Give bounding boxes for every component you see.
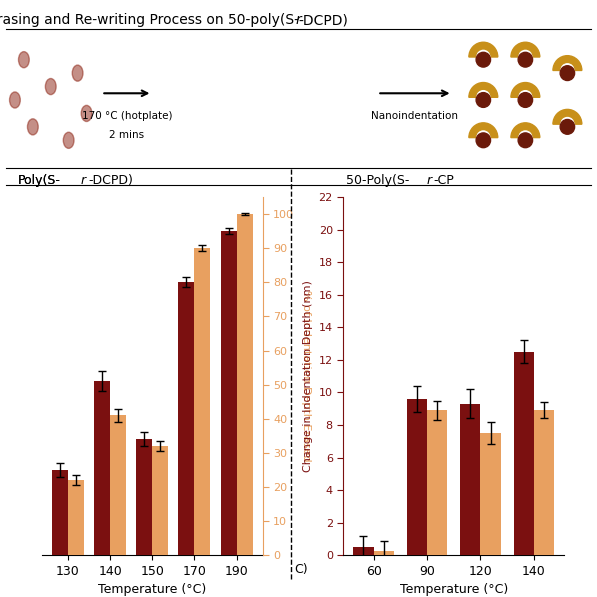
Bar xyxy=(195,248,211,555)
Text: 170 °C (hotplate): 170 °C (hotplate) xyxy=(82,111,172,121)
Circle shape xyxy=(518,53,533,67)
Wedge shape xyxy=(469,123,498,138)
Wedge shape xyxy=(469,42,498,57)
Text: 400 nm: 400 nm xyxy=(281,134,321,144)
Text: Poly(S-: Poly(S- xyxy=(18,174,61,187)
X-axis label: Temperature (°C): Temperature (°C) xyxy=(98,583,207,596)
Bar xyxy=(179,282,195,555)
Circle shape xyxy=(560,66,574,81)
Wedge shape xyxy=(511,82,540,97)
Text: 2 mins: 2 mins xyxy=(109,130,144,140)
Text: r: r xyxy=(81,174,86,187)
Circle shape xyxy=(518,93,533,107)
Bar xyxy=(220,231,236,555)
Text: 50-Poly(S-: 50-Poly(S- xyxy=(346,174,410,187)
Text: r: r xyxy=(296,13,301,27)
Bar xyxy=(152,446,168,555)
Circle shape xyxy=(63,133,74,149)
Bar xyxy=(460,404,481,555)
Circle shape xyxy=(476,53,491,67)
Text: r: r xyxy=(427,174,432,187)
Y-axis label: Change in Indentation Depth (nm): Change in Indentation Depth (nm) xyxy=(303,280,313,472)
Circle shape xyxy=(72,65,83,81)
Wedge shape xyxy=(553,109,582,124)
Bar xyxy=(353,547,374,555)
Circle shape xyxy=(560,119,574,134)
Bar xyxy=(52,470,68,555)
Bar xyxy=(374,551,394,555)
Circle shape xyxy=(45,79,56,95)
Bar xyxy=(481,433,501,555)
Wedge shape xyxy=(511,42,540,57)
Text: -DCPD): -DCPD) xyxy=(298,13,349,27)
Bar xyxy=(236,214,253,555)
X-axis label: Temperature (°C): Temperature (°C) xyxy=(399,583,508,596)
Circle shape xyxy=(81,105,92,122)
Circle shape xyxy=(27,119,38,135)
Bar xyxy=(534,410,554,555)
Bar xyxy=(407,399,427,555)
Wedge shape xyxy=(511,123,540,138)
Text: -CP: -CP xyxy=(433,174,454,187)
Wedge shape xyxy=(469,82,498,97)
Text: Poly(S-: Poly(S- xyxy=(18,174,61,187)
Text: Nanoindentation: Nanoindentation xyxy=(371,111,458,121)
Circle shape xyxy=(10,92,20,108)
Bar xyxy=(68,480,84,555)
Circle shape xyxy=(476,133,491,147)
Bar xyxy=(136,439,152,555)
Wedge shape xyxy=(553,56,582,70)
Bar xyxy=(110,416,126,555)
Text: -DCPD): -DCPD) xyxy=(88,174,133,187)
Text: Erasing and Re-writing Process on 50-poly(S-: Erasing and Re-writing Process on 50-pol… xyxy=(0,13,298,27)
Bar xyxy=(427,410,447,555)
Bar xyxy=(513,352,534,555)
Text: C): C) xyxy=(294,563,308,576)
Bar xyxy=(94,381,110,555)
Circle shape xyxy=(19,52,29,68)
Y-axis label: % of Indentation Depth Erased: % of Indentation Depth Erased xyxy=(301,290,311,462)
Circle shape xyxy=(476,93,491,107)
Circle shape xyxy=(518,133,533,147)
